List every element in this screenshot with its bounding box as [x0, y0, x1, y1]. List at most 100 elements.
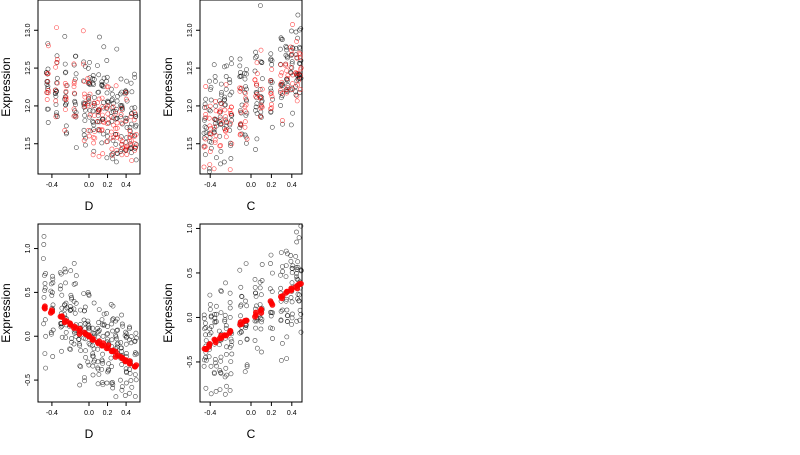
fitted-point — [207, 123, 213, 129]
data-point — [253, 147, 258, 152]
data-point — [67, 346, 72, 352]
data-point — [289, 270, 295, 276]
data-point — [293, 265, 299, 271]
data-point — [237, 56, 243, 62]
data-point — [238, 303, 243, 309]
fitted-point — [127, 138, 133, 144]
data-point — [132, 105, 138, 111]
fitted-point — [124, 118, 129, 124]
fitted-point — [95, 119, 100, 124]
data-point — [288, 295, 294, 300]
fitted-point — [86, 127, 91, 133]
fitted-point — [104, 121, 110, 126]
data-point — [69, 336, 74, 341]
data-point — [104, 310, 109, 316]
data-point — [203, 354, 208, 360]
fitted-point — [258, 306, 265, 313]
data-point — [296, 292, 302, 298]
data-point — [95, 366, 101, 372]
data-point — [68, 292, 74, 298]
y-tick-label: 12.5 — [187, 61, 194, 75]
data-point — [242, 76, 248, 82]
data-point — [244, 364, 250, 369]
data-point — [108, 355, 114, 361]
fitted-point — [114, 131, 120, 137]
data-point — [83, 354, 88, 360]
fitted-point — [99, 95, 105, 101]
fitted-point — [207, 103, 213, 109]
fitted-point — [118, 112, 124, 117]
data-point — [82, 378, 87, 384]
fitted-point — [112, 353, 119, 360]
fitted-point — [110, 104, 116, 110]
data-point — [90, 118, 95, 124]
data-point — [254, 345, 260, 351]
data-point — [201, 316, 207, 321]
x-tick-label: 0.0 — [246, 182, 256, 189]
data-point — [50, 327, 56, 333]
data-point — [289, 265, 295, 271]
fitted-point — [71, 81, 77, 87]
data-point — [223, 280, 228, 286]
data-point — [78, 348, 84, 353]
data-point — [133, 124, 138, 130]
data-point — [97, 327, 102, 333]
x-axis-label: D — [85, 199, 94, 213]
data-point — [206, 166, 212, 172]
data-point — [96, 72, 102, 78]
data-point — [101, 75, 107, 81]
fitted-point — [86, 96, 91, 102]
data-point — [279, 340, 285, 346]
data-point — [270, 96, 275, 102]
fitted-point — [132, 110, 137, 115]
data-point — [206, 332, 212, 338]
data-point — [123, 369, 129, 374]
fitted-point — [219, 121, 224, 127]
data-point — [218, 92, 224, 98]
data-point — [71, 260, 77, 266]
data-point — [242, 369, 248, 375]
data-point — [45, 41, 51, 46]
fitted-point — [283, 63, 289, 68]
x-tick-label: 0.4 — [287, 182, 297, 189]
fitted-point — [279, 79, 285, 85]
data-point — [288, 258, 294, 264]
fitted-point — [228, 111, 234, 117]
fitted-point — [113, 110, 119, 116]
data-point — [73, 281, 78, 287]
fitted-point — [128, 143, 134, 149]
data-point — [90, 343, 95, 349]
fitted-point — [298, 65, 304, 71]
data-point — [239, 293, 244, 299]
x-axis-label: D — [85, 427, 94, 441]
data-point — [62, 34, 68, 39]
fitted-point — [213, 133, 219, 138]
data-point — [213, 155, 219, 161]
data-point — [90, 325, 95, 331]
data-point — [42, 288, 48, 293]
fitted-point — [96, 107, 102, 113]
data-point — [270, 326, 275, 331]
fitted-point — [105, 103, 110, 109]
data-point — [54, 110, 59, 115]
data-point — [110, 101, 116, 106]
data-point — [120, 323, 126, 329]
data-point — [208, 324, 214, 329]
data-point — [95, 90, 101, 95]
data-point — [129, 89, 135, 95]
fitted-point — [298, 280, 304, 287]
data-point — [73, 300, 79, 306]
data-point — [217, 133, 223, 139]
data-point — [82, 113, 87, 118]
data-point — [229, 117, 234, 123]
data-point — [270, 336, 275, 341]
data-point — [253, 104, 259, 110]
data-point — [224, 63, 229, 69]
data-point — [298, 58, 304, 63]
data-point — [278, 272, 283, 278]
data-point — [99, 140, 105, 146]
data-point — [41, 242, 47, 247]
data-point — [222, 318, 228, 324]
data-point — [294, 229, 299, 235]
